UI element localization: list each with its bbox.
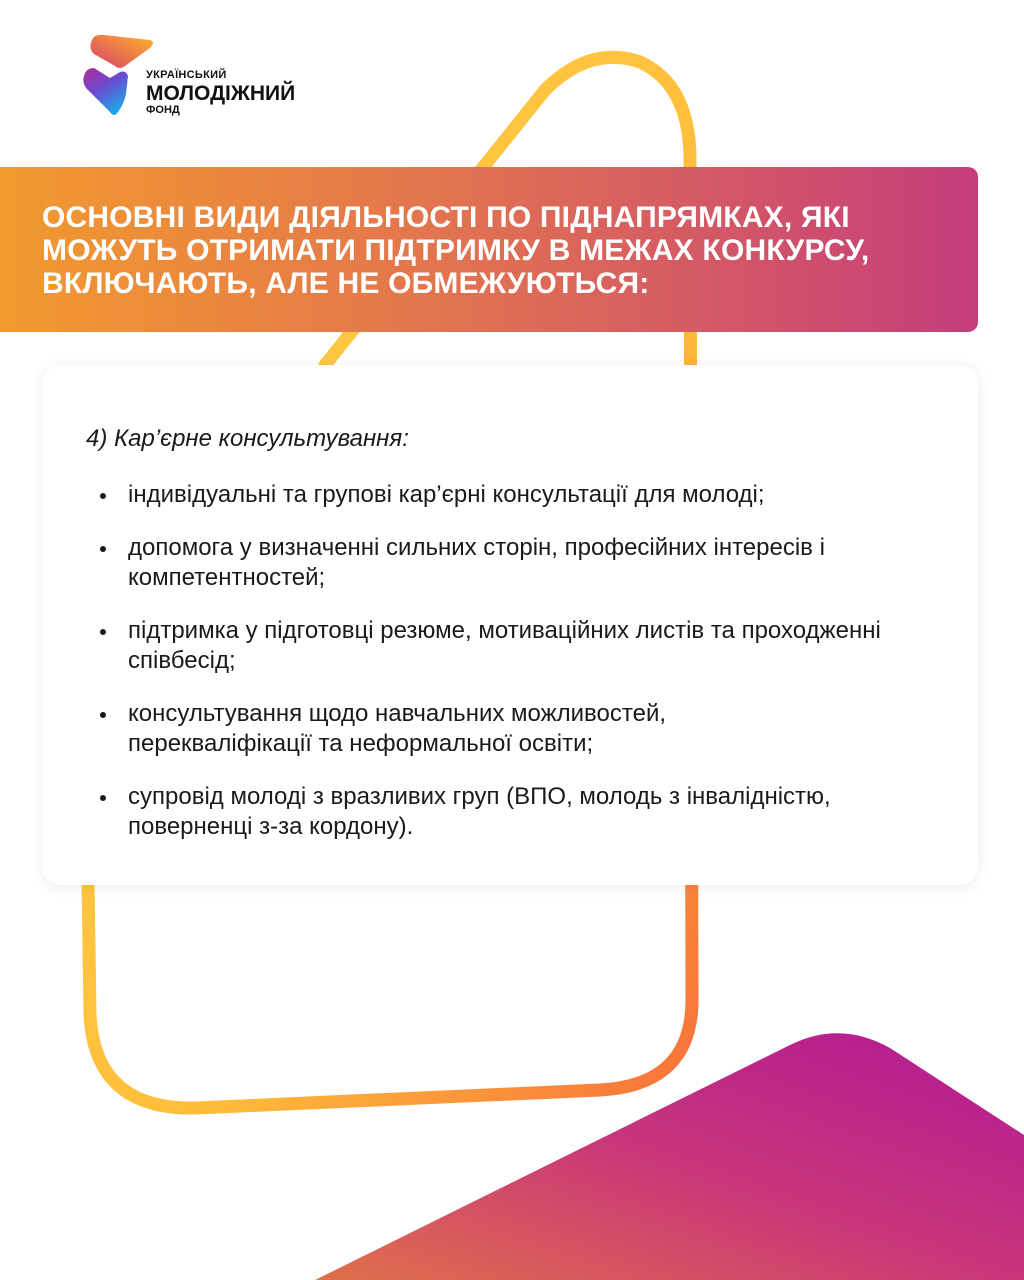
bullet-icon xyxy=(100,546,106,552)
logo xyxy=(80,32,320,122)
list-item: індивідуальні та групові кар’єрні консул… xyxy=(86,480,946,510)
logo-line-2: МОЛОДІЖНИЙ xyxy=(146,82,296,105)
bullet-icon xyxy=(100,712,106,718)
decorative-corner-shape xyxy=(315,1033,1024,1280)
logo-mark-icon xyxy=(83,34,153,115)
page-title: ОСНОВНІ ВИДИ ДІЯЛЬНОСТІ ПО ПІДНАПРЯМКАХ,… xyxy=(42,201,870,300)
title-banner: ОСНОВНІ ВИДИ ДІЯЛЬНОСТІ ПО ПІДНАПРЯМКАХ,… xyxy=(0,167,978,332)
list-item-text: індивідуальні та групові кар’єрні консул… xyxy=(128,481,765,508)
list-item-text: підтримка у підготовці резюме, мотивацій… xyxy=(128,617,881,674)
list-item: супровід молоді з вразливих груп (ВПО, м… xyxy=(86,782,838,842)
list-item: підтримка у підготовці резюме, мотивацій… xyxy=(86,616,898,676)
decorative-outline xyxy=(81,50,699,1115)
bullet-icon xyxy=(100,629,106,635)
bullet-icon xyxy=(100,493,106,499)
logo-line-3: ФОНД xyxy=(146,104,180,116)
list-item: консультування щодо навчальних можливост… xyxy=(86,699,828,759)
list-item-text: допомога у визначенні сильних сторін, пр… xyxy=(128,534,825,591)
bullet-icon xyxy=(100,795,106,801)
logo-text: УКРАЇНСЬКИЙ МОЛОДІЖНИЙ ФОНД xyxy=(146,70,295,116)
section-subtitle: 4) Кар’єрне консультування: xyxy=(86,425,409,452)
list-item-text: консультування щодо навчальних можливост… xyxy=(128,700,667,757)
content-card: 4) Кар’єрне консультування: індивідуальн… xyxy=(42,365,978,885)
list-item-text: супровід молоді з вразливих груп (ВПО, м… xyxy=(128,783,831,840)
activity-list: індивідуальні та групові кар’єрні консул… xyxy=(86,480,946,865)
list-item: допомога у визначенні сильних сторін, пр… xyxy=(86,533,848,593)
logo-line-1: УКРАЇНСЬКИЙ xyxy=(146,69,227,81)
